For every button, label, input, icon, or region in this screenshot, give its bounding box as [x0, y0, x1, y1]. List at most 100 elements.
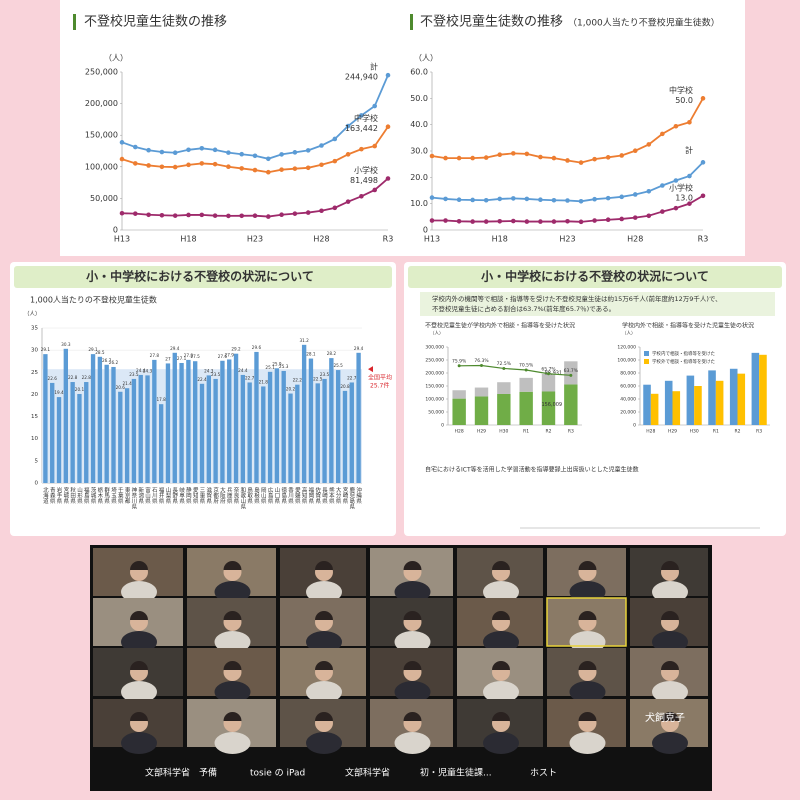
person-body — [306, 681, 342, 703]
point — [266, 169, 271, 175]
x-tick-label: 和歌山県 — [239, 486, 246, 511]
point — [483, 155, 489, 160]
point — [385, 176, 391, 181]
point — [319, 208, 324, 214]
value-label: 29.1 — [41, 347, 51, 352]
participant-name: 文部科学省 — [345, 767, 390, 779]
x-tick-label: R2 — [546, 429, 552, 435]
y-tick-label: 20.0 — [410, 173, 428, 182]
x-tick-label: 広島県 — [267, 486, 274, 505]
person-hair — [130, 561, 148, 570]
point — [700, 160, 706, 165]
series-label: 計 — [370, 62, 378, 72]
point — [345, 123, 351, 129]
y-tick-label: 10 — [31, 436, 38, 442]
bar — [315, 383, 320, 483]
bar — [131, 378, 137, 483]
x-tick-label: 宮崎県 — [341, 486, 348, 505]
point — [538, 154, 543, 160]
x-tick-label: H28 — [646, 429, 655, 435]
y-tick-label: 30 — [31, 348, 38, 354]
value-label: 23.5 — [320, 372, 330, 377]
person-body — [306, 732, 342, 754]
x-tick-label: 長野県 — [171, 487, 178, 505]
person-hair — [223, 712, 242, 721]
value-label: 27.9 — [225, 352, 235, 357]
point — [172, 164, 178, 170]
value-label: 30.3 — [61, 342, 71, 347]
point — [578, 198, 584, 204]
point — [305, 148, 311, 153]
person-body — [214, 581, 251, 603]
point — [212, 161, 218, 167]
point — [502, 366, 506, 370]
bar — [715, 380, 724, 425]
point — [565, 198, 570, 203]
person-body — [483, 681, 519, 703]
person-hair — [315, 661, 333, 670]
bar — [497, 393, 511, 425]
point — [547, 372, 550, 376]
point — [497, 196, 503, 202]
person-hair — [315, 712, 333, 721]
person-hair — [403, 561, 422, 570]
point — [457, 364, 461, 368]
bar — [541, 391, 556, 425]
person-body — [214, 631, 251, 653]
legend-label: 学校内で相談・指導等を受けた — [652, 350, 715, 357]
point — [372, 187, 378, 193]
point — [443, 218, 448, 223]
bullet-line: 学校内外の機関等で相談・指導等を受けた不登校児童生徒は約15万6千人(前年度約1… — [432, 294, 722, 303]
bar — [118, 391, 123, 483]
x-tick-label: 福井県 — [158, 486, 165, 505]
value-label: 13.0 — [675, 193, 693, 202]
x-tick-label: 徳島県 — [280, 486, 287, 505]
person-hair — [130, 611, 148, 620]
point — [186, 162, 191, 168]
bar — [708, 370, 716, 425]
y-tick-label: 60,000 — [620, 384, 636, 390]
point — [372, 103, 378, 109]
point — [592, 218, 597, 223]
value-label: 29.6 — [252, 345, 262, 350]
title-bar — [410, 14, 413, 30]
y-tick-label: 100,000 — [425, 397, 444, 403]
point — [133, 211, 138, 216]
value-label: 22.4 — [197, 377, 207, 382]
value-label: 27.1 — [177, 356, 187, 361]
active-speaker — [546, 597, 627, 647]
x-tick-label: 島根県 — [253, 486, 260, 505]
x-tick-label: 香川県 — [287, 486, 294, 505]
point — [578, 219, 584, 225]
bar — [329, 358, 334, 483]
point — [146, 163, 151, 168]
person-body — [652, 581, 688, 603]
x-tick-label: R3 — [698, 235, 709, 244]
x-tick-label: 岩手県 — [56, 486, 63, 505]
bar — [84, 382, 89, 483]
point — [266, 156, 271, 162]
bar — [474, 396, 489, 425]
slide-title: 小・中学校における不登校の状況について — [86, 269, 314, 284]
average-value: 25.7件 — [370, 382, 389, 390]
person-body — [121, 631, 157, 653]
value-label: 28.2 — [327, 351, 337, 356]
x-tick-label: R1 — [523, 429, 529, 435]
average-label: 全国平均 — [368, 374, 392, 382]
bar — [90, 354, 96, 483]
bar — [227, 359, 232, 483]
person-body — [652, 681, 688, 703]
point — [605, 195, 611, 201]
value-label: 88,931 — [545, 370, 563, 376]
slide-title: 小・中学校における不登校の状況について — [481, 269, 709, 284]
bar — [254, 351, 259, 483]
x-tick-label: 宮城県 — [62, 486, 69, 505]
person-body — [483, 732, 519, 754]
value-label: 72.5% — [497, 361, 512, 367]
panel-title: 学校内外で相談・指導等を受けた児童生徒の状況 — [622, 322, 754, 330]
point — [119, 140, 125, 145]
slide-right — [404, 262, 786, 536]
person-hair — [223, 611, 242, 620]
x-tick-label: 鳥取県 — [246, 486, 253, 505]
person-body — [121, 732, 157, 754]
